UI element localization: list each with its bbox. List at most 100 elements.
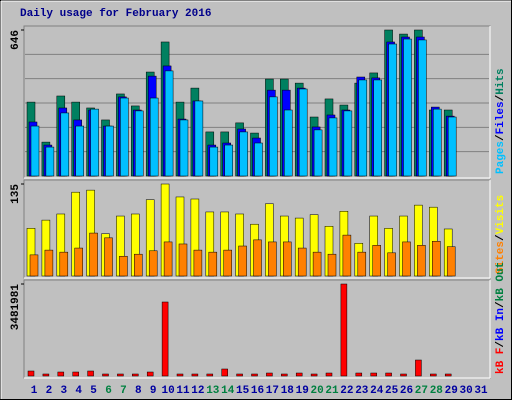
x-tick-label: 23 [355, 385, 369, 397]
x-tick-label: 5 [90, 385, 97, 397]
bar [178, 243, 188, 277]
bar [117, 373, 124, 377]
legend-item: Sites [495, 241, 507, 274]
legend-separator: / [495, 341, 507, 348]
bar [446, 246, 456, 277]
legend: Pages/Files/Hits [495, 68, 507, 174]
bar [312, 251, 322, 277]
bar [148, 250, 158, 277]
bar [176, 373, 184, 377]
x-tick-label: 13 [206, 385, 220, 397]
bar [120, 97, 129, 177]
x-tick-label: 30 [459, 385, 472, 397]
x-tick-label: 20 [310, 385, 323, 397]
bar [327, 253, 337, 277]
bar [60, 112, 70, 177]
bar [224, 144, 233, 177]
bar [388, 43, 397, 177]
bar [238, 245, 247, 277]
y-tick-label: 3481981 [10, 284, 22, 331]
legend-item: Pages [495, 141, 507, 174]
bar [418, 39, 427, 177]
x-tick-label: 6 [105, 385, 112, 397]
y-tick-label: 135 [10, 184, 22, 204]
x-tick-label: 22 [340, 385, 353, 397]
bar [357, 251, 367, 277]
legend-separator: / [495, 94, 507, 101]
bar [179, 119, 189, 177]
x-tick-label: 18 [281, 385, 295, 397]
bar [59, 251, 69, 277]
legend-separator: / [495, 301, 507, 308]
bar [372, 245, 381, 277]
bar [355, 372, 363, 377]
bar [42, 373, 50, 377]
legend-item: kB F [495, 348, 507, 374]
bar [402, 241, 411, 277]
x-tick-label: 16 [251, 385, 264, 397]
y-tick-label: 646 [10, 30, 22, 50]
x-tick-label: 11 [176, 385, 190, 397]
legend: Sites/Visits [495, 195, 507, 274]
bar [221, 368, 228, 377]
bar [268, 241, 277, 277]
legend-item: Hits [495, 68, 507, 94]
bar [57, 371, 65, 377]
bar [400, 373, 407, 377]
bar [447, 116, 457, 177]
bar [223, 249, 232, 277]
x-tick-label: 7 [120, 385, 127, 397]
bar [370, 372, 377, 377]
x-tick-label: 29 [445, 385, 458, 397]
bar [104, 237, 113, 277]
bar [358, 79, 368, 177]
x-tick-label: 1 [31, 385, 38, 397]
x-tick-label: 8 [135, 385, 142, 397]
bar [209, 146, 219, 177]
x-tick-label: 17 [266, 385, 279, 397]
bar [164, 70, 174, 177]
bar [432, 240, 441, 277]
x-tick-label: 10 [161, 385, 174, 397]
x-tick-label: 19 [296, 385, 309, 397]
bar [29, 254, 39, 277]
bar [385, 372, 392, 377]
legend-item: kB In [495, 308, 507, 341]
bar [30, 125, 40, 177]
x-tick-label: 4 [75, 385, 82, 397]
bar [387, 252, 396, 277]
x-tick-label: 9 [150, 385, 157, 397]
bar [340, 283, 348, 377]
x-tick-label: 28 [430, 385, 444, 397]
bar [74, 247, 83, 277]
bar [135, 110, 144, 177]
bar [342, 234, 352, 277]
legend-separator: / [495, 134, 507, 141]
bar [161, 301, 169, 377]
x-tick-label: 3 [60, 385, 67, 397]
bar [403, 38, 412, 177]
bar [295, 372, 303, 377]
bar [417, 245, 426, 277]
bar [251, 373, 258, 377]
bar [266, 372, 273, 377]
bar [239, 131, 248, 177]
x-tick-label: 31 [474, 385, 488, 397]
bar [193, 249, 203, 277]
legend-item: Visits [495, 195, 507, 235]
x-tick-label: 25 [385, 385, 399, 397]
bar [283, 241, 292, 277]
bar [102, 373, 109, 377]
bar [89, 232, 98, 277]
bar [298, 88, 308, 177]
bar [27, 370, 35, 377]
x-tick-label: 15 [236, 385, 250, 397]
chart-title: Daily usage for February 2016 [20, 8, 211, 20]
x-tick-label: 21 [325, 385, 339, 397]
bar [415, 359, 422, 377]
bar [433, 108, 442, 177]
panel [23, 279, 491, 379]
bar [430, 373, 437, 377]
legend-item: Files [495, 101, 507, 134]
bar [191, 373, 199, 377]
